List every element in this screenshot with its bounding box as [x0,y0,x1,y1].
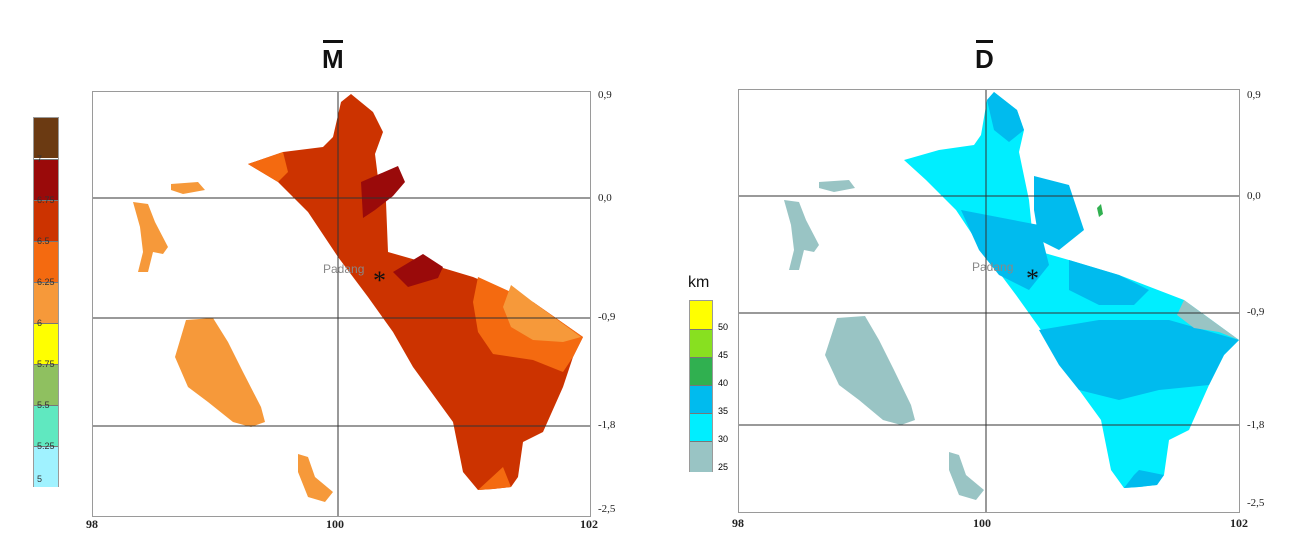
lon-label: 102 [580,517,598,531]
deep-zone [1039,320,1239,400]
lat-label: -0,9 [598,311,616,323]
lat-label: -1,8 [598,419,616,431]
lat-label: -2,5 [598,503,616,515]
legend-label: 50 [718,322,729,332]
legend-swatch [34,159,58,200]
low-zone [503,285,581,342]
island [175,318,265,427]
map-d [739,90,1239,512]
deep-zone [1124,470,1164,488]
overline [323,40,343,43]
mid-zone [478,467,511,490]
legend-swatch [34,364,58,405]
lat-label: 0,9 [598,89,612,101]
legend-label: 40 [718,378,729,388]
deep-zone [961,210,1049,290]
legend-swatch [690,301,712,329]
city-marker-icon: * [1026,264,1039,293]
legend-m: 7 6.75 6.5 6.25 6 5.75 5.5 5.25 5 [33,117,59,487]
map-m [93,92,590,516]
legend-swatch [34,323,58,364]
legend-swatch [34,282,58,323]
panel-title-text: D [975,44,994,74]
legend-swatch [34,241,58,282]
lat-label: -0,9 [1247,306,1265,318]
deep-zone [987,92,1024,142]
island [298,454,333,502]
legend-label: 6.75 [37,195,55,205]
lon-label: 100 [326,517,344,531]
legend-swatch [690,385,712,414]
legend-label: 7 [37,154,43,164]
legend-swatch [34,405,58,446]
legend-label: 6 [37,318,43,328]
legend-label: 25 [718,462,729,472]
deep-zone [1069,260,1149,305]
city-label: Padang [972,260,1014,274]
island [784,200,819,270]
high-zone [393,254,443,287]
deep-zone [1034,176,1084,250]
panel-title-m: M [322,40,344,75]
lon-label: 98 [86,517,98,531]
legend-swatch [690,441,712,472]
lat-label: -1,8 [1247,419,1265,431]
lat-label: 0,9 [1247,89,1261,101]
shallow-zone [1177,300,1239,340]
panel-m: M 7 6.75 6.5 6.25 6 5.75 5.5 5.25 5 [0,0,640,560]
island [133,202,168,272]
legend-swatch [690,413,712,442]
legend-swatch [690,329,712,358]
legend-label: 5.5 [37,400,50,410]
panel-title-text: M [322,44,344,74]
mainland-region [248,94,583,490]
legend-label: 45 [718,350,729,360]
legend-d [689,300,713,472]
legend-label: 5 [37,474,43,484]
city-marker-icon: * [373,266,386,295]
lat-label: -2,5 [1247,497,1265,509]
lon-label: 100 [973,516,991,530]
lon-label: 102 [1230,516,1248,530]
map-frame-m: Padang * [92,91,591,517]
lat-label: 0,0 [598,192,612,204]
legend-label: 30 [718,434,729,444]
overline [976,40,993,43]
island [949,452,984,500]
legend-unit: km [688,274,710,291]
legend-swatch [34,118,58,158]
lat-label: 0,0 [1247,190,1261,202]
island [171,182,205,194]
mid-zone [248,152,288,182]
lon-label: 98 [732,516,744,530]
island [819,180,855,192]
legend-label: 6.25 [37,277,55,287]
city-label: Padang [323,262,365,276]
legend-label: 5.25 [37,441,55,451]
high-zone [361,166,405,218]
panel-d: D km 50 45 40 35 30 25 [640,0,1299,560]
legend-swatch [34,446,58,487]
legend-label: 35 [718,406,729,416]
panel-title-d: D [975,40,994,75]
island [825,316,915,425]
map-frame-d: Padang * [738,89,1240,513]
legend-swatch [690,357,712,386]
legend-swatch [34,200,58,241]
green-spot [1097,204,1103,217]
legend-label: 5.75 [37,359,55,369]
legend-label: 6.5 [37,236,50,246]
